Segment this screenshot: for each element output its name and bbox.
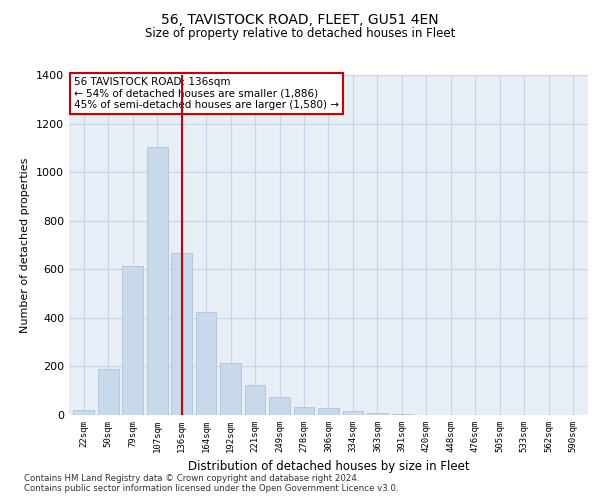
Text: Contains public sector information licensed under the Open Government Licence v3: Contains public sector information licen…	[24, 484, 398, 493]
Text: 56, TAVISTOCK ROAD, FLEET, GU51 4EN: 56, TAVISTOCK ROAD, FLEET, GU51 4EN	[161, 12, 439, 26]
Text: 56 TAVISTOCK ROAD: 136sqm
← 54% of detached houses are smaller (1,886)
45% of se: 56 TAVISTOCK ROAD: 136sqm ← 54% of detac…	[74, 76, 339, 110]
Bar	[367, 413, 388, 415]
Bar	[196, 312, 217, 415]
Bar	[220, 363, 241, 415]
Bar	[343, 412, 364, 415]
Bar	[73, 410, 94, 415]
Bar	[171, 254, 192, 415]
X-axis label: Distribution of detached houses by size in Fleet: Distribution of detached houses by size …	[188, 460, 469, 473]
Bar	[269, 397, 290, 415]
Bar	[122, 266, 143, 415]
Bar	[147, 146, 167, 415]
Bar	[245, 384, 265, 415]
Bar	[318, 408, 339, 415]
Text: Contains HM Land Registry data © Crown copyright and database right 2024.: Contains HM Land Registry data © Crown c…	[24, 474, 359, 483]
Bar	[293, 406, 314, 415]
Bar	[392, 414, 412, 415]
Text: Size of property relative to detached houses in Fleet: Size of property relative to detached ho…	[145, 28, 455, 40]
Bar	[98, 369, 119, 415]
Y-axis label: Number of detached properties: Number of detached properties	[20, 158, 31, 332]
